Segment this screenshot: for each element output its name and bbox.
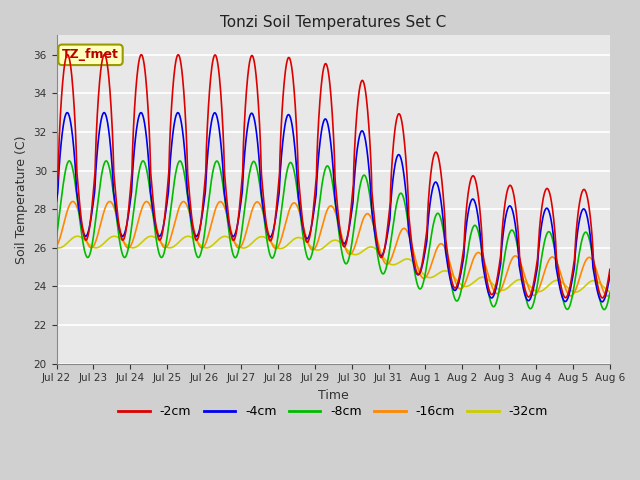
Legend: -2cm, -4cm, -8cm, -16cm, -32cm: -2cm, -4cm, -8cm, -16cm, -32cm [113, 400, 553, 423]
X-axis label: Time: Time [318, 389, 349, 402]
Text: TZ_fmet: TZ_fmet [62, 48, 119, 61]
Y-axis label: Soil Temperature (C): Soil Temperature (C) [15, 135, 28, 264]
Title: Tonzi Soil Temperatures Set C: Tonzi Soil Temperatures Set C [220, 15, 446, 30]
